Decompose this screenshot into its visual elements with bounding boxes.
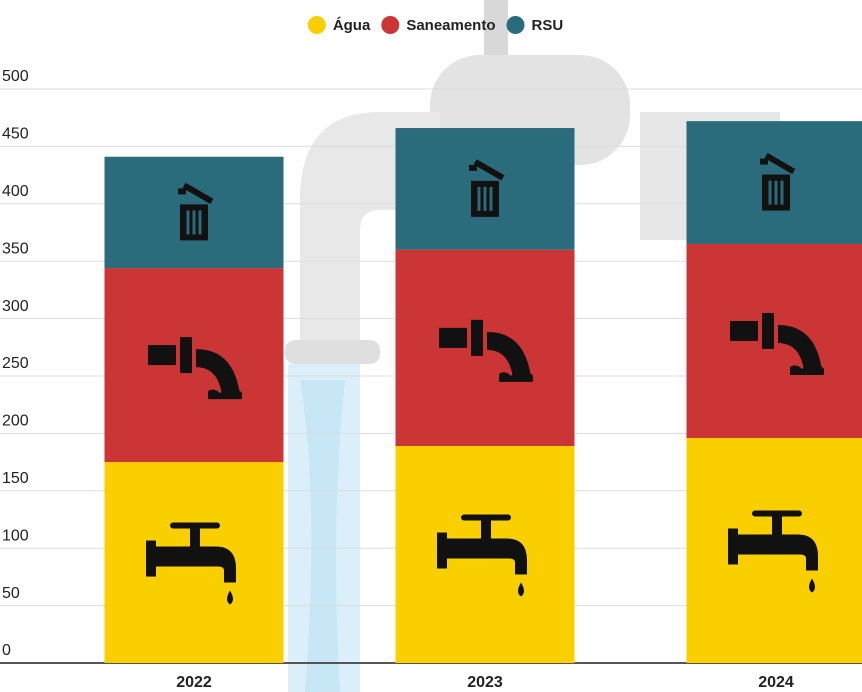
y-tick-label: 350 xyxy=(2,240,29,257)
icon xyxy=(439,319,533,382)
icon-part xyxy=(227,590,233,605)
y-tick-label: 0 xyxy=(2,642,11,659)
icon-part xyxy=(208,389,242,400)
icon-part xyxy=(182,182,214,205)
icon-part xyxy=(762,312,774,349)
icon-part xyxy=(178,188,186,195)
icon xyxy=(760,152,796,211)
icon-part xyxy=(487,331,531,378)
icon-part xyxy=(809,578,815,593)
icon xyxy=(728,510,818,593)
icon-part xyxy=(518,582,524,597)
y-tick-label: 250 xyxy=(2,355,29,372)
y-tick-label: 200 xyxy=(2,413,29,430)
bar-segment xyxy=(104,268,284,463)
icon-part xyxy=(768,180,772,205)
icon-part xyxy=(439,327,467,348)
icon-part xyxy=(778,324,822,371)
x-tick-label: 2024 xyxy=(758,674,794,691)
icon xyxy=(437,514,527,597)
icon-part xyxy=(196,349,240,396)
icon-part xyxy=(477,186,481,211)
icon-part xyxy=(790,365,824,375)
icon-part xyxy=(736,534,818,571)
icon-part xyxy=(170,522,220,529)
icon-part xyxy=(481,520,491,541)
icon xyxy=(178,182,214,241)
y-tick-label: 400 xyxy=(2,183,29,200)
icon-part xyxy=(471,319,483,356)
icon-part xyxy=(489,186,493,211)
legend-item: Água xyxy=(307,16,371,34)
icon-part xyxy=(473,159,505,181)
bar-segment xyxy=(395,249,575,447)
icon-part xyxy=(780,180,784,205)
icon-part xyxy=(445,538,527,575)
y-tick-label: 150 xyxy=(2,470,29,487)
icon-part xyxy=(461,514,511,521)
y-tick-label: 450 xyxy=(2,126,29,143)
legend-swatch xyxy=(307,16,326,34)
icon-part xyxy=(180,337,192,374)
icon-part xyxy=(772,516,782,537)
icon-part xyxy=(728,528,738,565)
legend-label: Saneamento xyxy=(406,17,495,34)
icon xyxy=(730,312,824,375)
icon-part xyxy=(186,210,190,235)
x-tick-label: 2023 xyxy=(467,674,503,691)
icon-part xyxy=(483,186,487,211)
icon-part xyxy=(730,320,758,341)
icon-part xyxy=(499,372,533,382)
legend: Água Saneamento RSU xyxy=(307,16,564,34)
bar-segment xyxy=(686,243,862,438)
icon-part xyxy=(148,345,176,366)
icon-part xyxy=(146,540,156,577)
bars: 2022 2023 2024 xyxy=(104,121,862,691)
icon-part xyxy=(192,210,196,235)
y-tick-label: 50 xyxy=(2,585,20,602)
icon xyxy=(469,159,505,217)
icon-part xyxy=(154,546,236,583)
icon-part xyxy=(774,180,778,205)
legend-label: Água xyxy=(333,17,371,34)
y-tick-label: 500 xyxy=(2,68,29,85)
icon-part xyxy=(764,152,796,175)
icon-part xyxy=(190,528,200,549)
legend-swatch xyxy=(381,16,400,34)
legend-label: RSU xyxy=(532,17,564,34)
legend-item: RSU xyxy=(506,16,564,34)
y-tick-label: 300 xyxy=(2,298,29,315)
y-tick-label: 100 xyxy=(2,527,29,544)
icon xyxy=(148,337,242,400)
legend-swatch xyxy=(506,16,525,34)
icon xyxy=(146,522,236,605)
icon-part xyxy=(760,158,768,165)
legend-item: Saneamento xyxy=(381,16,496,34)
x-tick-label: 2022 xyxy=(176,674,212,691)
icon-part xyxy=(469,164,477,171)
icon-part xyxy=(437,532,447,569)
icon-part xyxy=(752,510,802,517)
icon-part xyxy=(198,210,202,235)
